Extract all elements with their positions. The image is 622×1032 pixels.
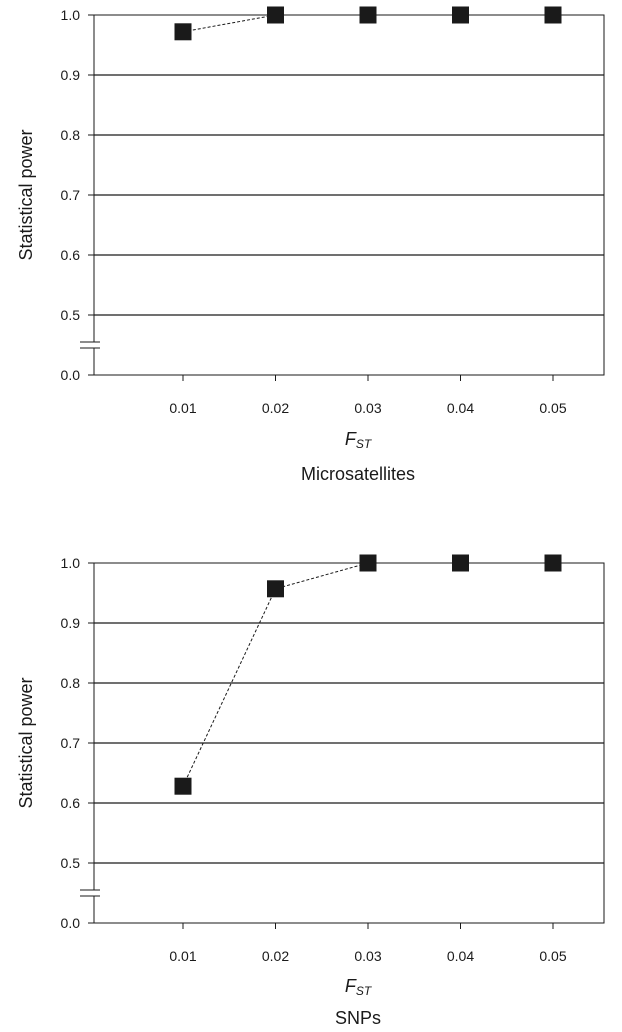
x-axis-label-main: F xyxy=(345,429,357,449)
data-point-marker xyxy=(544,6,562,24)
data-point-marker xyxy=(174,777,192,795)
x-tick-label: 0.01 xyxy=(169,400,196,416)
series-line xyxy=(182,562,553,787)
x-tick-labels: 0.01 0.02 0.03 0.04 0.05 xyxy=(169,948,566,964)
y-tick-label: 0.8 xyxy=(61,127,81,143)
chart-microsatellites: 0.0 0.5 0.6 0.7 0.8 0.9 1.0 0.01 0.02 0.… xyxy=(16,6,605,484)
y-tick-label: 0.7 xyxy=(61,735,81,751)
y-tick-label: 0.0 xyxy=(61,915,81,931)
y-tick-label: 0.6 xyxy=(61,795,81,811)
panel-title: SNPs xyxy=(335,1008,381,1028)
x-tick-labels: 0.01 0.02 0.03 0.04 0.05 xyxy=(169,400,566,416)
data-point-marker xyxy=(174,23,192,41)
x-tick-label: 0.03 xyxy=(354,400,381,416)
y-tick-label: 0.9 xyxy=(61,67,81,83)
data-point-marker xyxy=(452,6,469,24)
data-point-marker xyxy=(359,6,377,24)
y-tick-label: 0.5 xyxy=(61,855,81,871)
y-tick-label: 0.5 xyxy=(61,307,81,323)
y-tick-label: 1.0 xyxy=(61,7,81,23)
x-tick-label: 0.05 xyxy=(539,400,566,416)
x-tick-label: 0.04 xyxy=(447,400,474,416)
series-line-path xyxy=(182,562,553,787)
y-tick-label: 0.6 xyxy=(61,247,81,263)
axis-break-gap xyxy=(92,890,96,896)
gridlines xyxy=(94,622,604,864)
x-tick-label: 0.02 xyxy=(262,400,289,416)
x-tick-label: 0.01 xyxy=(169,948,196,964)
y-axis-label: Statistical power xyxy=(16,129,36,260)
y-tick-label: 0.8 xyxy=(61,675,81,691)
series-markers xyxy=(174,6,562,41)
data-point-marker xyxy=(359,554,377,572)
axis-break xyxy=(80,341,100,349)
x-axis-label: FST xyxy=(345,976,373,998)
gridlines xyxy=(94,74,604,316)
data-point-marker xyxy=(267,580,284,598)
y-tick-labels: 0.0 0.5 0.6 0.7 0.8 0.9 1.0 xyxy=(61,7,81,383)
plot-area-microsatellites xyxy=(80,6,605,381)
x-axis-label-subscript: ST xyxy=(356,437,373,451)
x-axis-label-main: F xyxy=(345,976,357,996)
tick-marks xyxy=(88,562,554,929)
axis-break-gap xyxy=(92,342,96,348)
y-tick-label: 0.7 xyxy=(61,187,81,203)
axis-break xyxy=(80,889,100,897)
tick-marks xyxy=(88,14,554,381)
x-tick-label: 0.04 xyxy=(447,948,474,964)
data-point-marker xyxy=(452,554,469,572)
plot-area-snps xyxy=(80,554,605,929)
chart-snps: 0.0 0.5 0.6 0.7 0.8 0.9 1.0 0.01 0.02 0.… xyxy=(16,554,605,1028)
series-markers xyxy=(174,554,562,795)
data-point-marker xyxy=(267,6,284,24)
x-tick-label: 0.03 xyxy=(354,948,381,964)
y-tick-label: 0.9 xyxy=(61,615,81,631)
x-axis-label: FST xyxy=(345,429,373,451)
x-tick-label: 0.02 xyxy=(262,948,289,964)
y-tick-label: 0.0 xyxy=(61,367,81,383)
data-point-marker xyxy=(544,554,562,572)
y-tick-labels: 0.0 0.5 0.6 0.7 0.8 0.9 1.0 xyxy=(61,555,81,931)
panel-title: Microsatellites xyxy=(301,464,415,484)
x-tick-label: 0.05 xyxy=(539,948,566,964)
x-axis-label-subscript: ST xyxy=(356,984,373,998)
y-tick-label: 1.0 xyxy=(61,555,81,571)
y-axis-label: Statistical power xyxy=(16,677,36,808)
